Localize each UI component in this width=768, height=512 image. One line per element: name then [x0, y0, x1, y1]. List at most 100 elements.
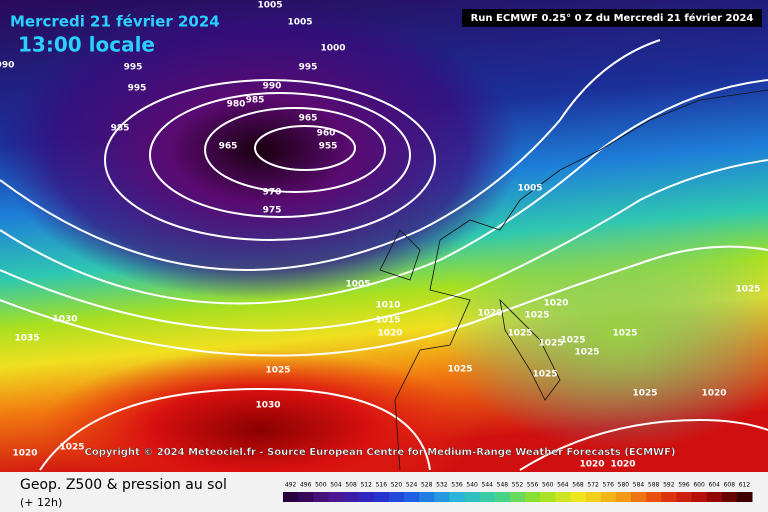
colorbar-swatch	[358, 492, 375, 502]
colorbar-label: 492	[285, 482, 297, 489]
colorbar-swatch	[540, 492, 556, 502]
isobar-label: 965	[219, 142, 238, 152]
low-pressure-field	[0, 0, 520, 300]
colorbar-swatch	[555, 492, 571, 502]
isobar-label: 1020	[377, 329, 402, 339]
local-time: 13:00 locale	[18, 33, 155, 57]
run-info: Run ECMWF 0.25° 0 Z du Mercredi 21 févri…	[471, 12, 754, 24]
isobar-label: 1030	[255, 401, 280, 411]
isobar-label: 990	[0, 61, 14, 71]
isobar-label: 1005	[345, 280, 370, 290]
isobar-label: 1025	[524, 311, 549, 321]
coastlines	[379, 89, 768, 471]
colorbar-swatch	[706, 492, 723, 502]
isobar-label: 970	[263, 188, 282, 198]
isobar-label: 1035	[14, 334, 39, 344]
isobar-label: 1025	[735, 285, 760, 295]
isobar-label: 1030	[52, 315, 77, 325]
colorbar-label: 592	[663, 482, 675, 489]
colorbar-label: 564	[557, 482, 569, 489]
isobar-label: 955	[319, 142, 338, 152]
isobar-label: 990	[263, 82, 282, 92]
isobar-label: 975	[263, 206, 282, 216]
colorbar-label: 508	[345, 482, 357, 489]
colorbar-label: 536	[451, 482, 463, 489]
colorbar-swatch	[434, 492, 450, 502]
colorbar-swatch	[494, 492, 511, 502]
isobar-label: 1005	[287, 18, 312, 28]
colorbar-label: 608	[724, 482, 736, 489]
isobar-label: 1025	[574, 348, 599, 358]
isobar-label: 1005	[257, 1, 282, 11]
colorbar-swatch	[721, 492, 738, 502]
colorbar-swatch	[298, 492, 314, 502]
isobar-label: 1025	[532, 370, 557, 380]
colorbar-swatch	[509, 492, 526, 502]
isobar-label: 980	[227, 100, 246, 110]
colorbar-swatch	[676, 492, 692, 502]
copyright: Copyright © 2024 Meteociel.fr - Source E…	[85, 447, 676, 458]
high-pressure-field	[40, 350, 480, 510]
colorbar-swatch	[449, 492, 466, 502]
forecast-lead: (+ 12h)	[20, 496, 62, 509]
colorbar-swatch	[630, 492, 647, 502]
colorbar-label: 500	[315, 482, 327, 489]
footer-title: Geop. Z500 & pression au sol	[20, 477, 227, 493]
colorbar-swatch	[691, 492, 708, 502]
colorbar-label: 576	[603, 482, 615, 489]
colorbar-swatch	[479, 492, 496, 502]
isobar-label: 1025	[612, 329, 637, 339]
colorbar-label: 596	[678, 482, 690, 489]
date: Mercredi 21 février 2024	[10, 13, 220, 31]
colorbar-swatch	[313, 492, 329, 502]
colorbar-swatch	[283, 492, 299, 502]
isobar-label: 1015	[375, 316, 400, 326]
colorbar-swatch	[570, 492, 587, 502]
colorbar-swatch	[615, 492, 632, 502]
isobar-label: 965	[299, 114, 318, 124]
colorbar-label: 540	[466, 482, 478, 489]
run-box	[462, 9, 762, 27]
colorbar-label: 532	[436, 482, 448, 489]
colorbar-swatch	[585, 492, 602, 502]
field-east	[440, 210, 768, 450]
colorbar-swatch	[525, 492, 541, 502]
colorbar-swatch	[736, 492, 753, 502]
colorbar-label: 544	[482, 482, 494, 489]
colorbar-label: 568	[572, 482, 584, 489]
colorbar-label: 504	[330, 482, 342, 489]
isobar-label: 985	[246, 96, 265, 106]
colorbar-label: 512	[360, 482, 372, 489]
isobar-label: 1025	[560, 336, 585, 346]
colorbar-swatch	[328, 492, 345, 502]
colorbar-label: 588	[648, 482, 660, 489]
colorbar-label: 604	[708, 482, 720, 489]
colorbar-swatch	[661, 492, 677, 502]
isobar-label: 1025	[538, 339, 563, 349]
colorbar-swatch	[600, 492, 617, 502]
isobar-label: 1025	[447, 365, 472, 375]
colorbar-swatch	[404, 492, 420, 502]
colorbar-swatch	[373, 492, 390, 502]
isobar-label: 1020	[477, 309, 502, 319]
colorbar-label: 580	[618, 482, 630, 489]
isobar-label: 960	[317, 129, 336, 139]
colorbar-label: 584	[633, 482, 645, 489]
isobar-label: 1025	[59, 443, 84, 453]
colorbar-label: 496	[300, 482, 312, 489]
colorbar-label: 516	[376, 482, 388, 489]
colorbar-label: 548	[497, 482, 509, 489]
colorbar-label: 528	[421, 482, 433, 489]
colorbar-label: 560	[542, 482, 554, 489]
isobar-label: 1020	[12, 449, 37, 459]
colorbar-label: 600	[693, 482, 705, 489]
isobar-label: 1000	[320, 44, 345, 54]
isobar-label: 1005	[517, 184, 542, 194]
colorbar-label: 520	[391, 482, 403, 489]
colorbar-label: 524	[406, 482, 418, 489]
isobar-label: 995	[124, 63, 143, 73]
colorbar-swatch	[388, 492, 405, 502]
isobars	[0, 39, 768, 471]
